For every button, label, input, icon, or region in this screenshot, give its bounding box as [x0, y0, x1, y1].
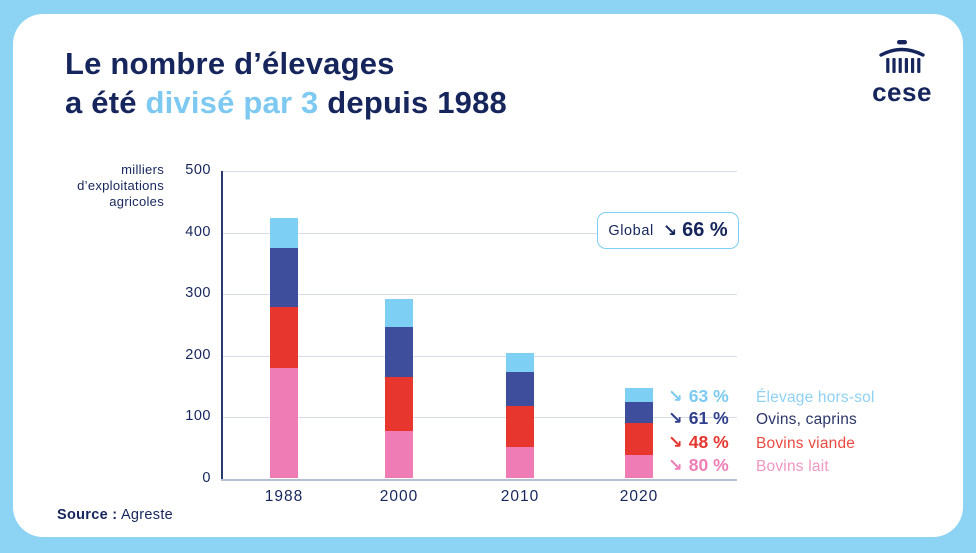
cese-palais-icon [879, 40, 925, 73]
x-tick-label-2020: 2020 [619, 488, 659, 505]
segment-bovins-lait-1988 [270, 368, 298, 478]
global-badge: Global ↘ 66 % [597, 212, 739, 249]
segment-bovins-lait-2010 [506, 447, 534, 478]
legend-row--levage-hors-sol: ↘ 63 % Élevage hors-sol [668, 386, 875, 407]
legend-row-bovins-lait: ↘ 80 % Bovins lait [668, 455, 829, 476]
legend-label: Bovins lait [756, 458, 829, 475]
title-line2-prefix: a été [65, 85, 146, 120]
y-tick-label-300: 300 [185, 285, 211, 302]
y-unit-line1: milliers [121, 162, 164, 177]
y-tick-label-500: 500 [185, 162, 211, 178]
segment-bovins-viande-2010 [506, 405, 534, 448]
title-line1: Le nombre d’élevages [65, 44, 507, 83]
down-trend-arrow-icon: ↘ [668, 433, 689, 453]
legend-label: Bovins viande [756, 435, 856, 452]
source-label: Source : [57, 507, 118, 523]
segment-ovins-caprins-2000 [385, 326, 413, 378]
down-trend-arrow-icon: ↘ [668, 456, 689, 476]
gridline-400 [221, 232, 737, 234]
bar-2020 [625, 388, 653, 478]
segment-ovins-caprins-1988 [270, 248, 298, 307]
legend-label: Élevage hors-sol [756, 389, 875, 406]
legend-label: Ovins, caprins [756, 411, 857, 428]
y-tick-label-400: 400 [185, 223, 211, 240]
y-unit-line2: d’exploitations [77, 178, 164, 193]
y-axis-line [221, 171, 223, 480]
y-unit-line3: agricoles [109, 194, 164, 209]
legend-row-ovins-caprins: ↘ 61 % Ovins, caprins [668, 408, 857, 429]
source-note: Source : Agreste [57, 507, 173, 523]
segment-bovins-lait-2000 [385, 430, 413, 478]
segment-bovins-lait-2020 [625, 455, 653, 478]
x-tick-label-2010: 2010 [500, 488, 540, 505]
global-badge-value: ↘ 66 % [663, 219, 728, 242]
global-badge-percent: 66 % [682, 219, 728, 241]
legend-percent: ↘ 61 % [668, 408, 729, 429]
segment--levage-hors-sol-2010 [506, 352, 534, 373]
down-trend-arrow-icon: ↘ [668, 387, 689, 407]
y-axis-unit-label: milliers d’exploitations agricoles [58, 162, 164, 210]
segment-ovins-caprins-2010 [506, 372, 534, 406]
bar-2010 [506, 352, 534, 478]
gridline-300 [221, 294, 737, 296]
bar-2000 [385, 299, 413, 478]
legend-percent: ↘ 48 % [668, 432, 729, 453]
gridline-500 [221, 171, 737, 172]
segment-bovins-viande-2020 [625, 423, 653, 456]
source-value: Agreste [120, 507, 174, 523]
legend-row-bovins-viande: ↘ 48 % Bovins viande [668, 432, 855, 453]
y-tick-label-200: 200 [185, 346, 211, 363]
segment-bovins-viande-2000 [385, 377, 413, 431]
global-badge-label: Global [608, 222, 654, 239]
bar-1988 [270, 217, 298, 478]
gridline-200 [221, 355, 737, 357]
chart-plot-area: Global ↘ 66 % 0 100 200 300 400 500 1988 2000 20… [185, 162, 874, 505]
x-axis-line [221, 479, 737, 481]
y-tick-label-0: 0 [202, 470, 211, 486]
title-line1-text: Le nombre d’élevages [65, 46, 395, 81]
page-title: Le nombre d’élevages a été divisé par 3 … [65, 44, 507, 122]
cese-logo: cese [871, 40, 933, 107]
title-line2-suffix: depuis 1988 [318, 85, 507, 120]
y-tick-label-100: 100 [185, 408, 211, 425]
segment--levage-hors-sol-2000 [385, 299, 413, 327]
segment-bovins-viande-1988 [270, 306, 298, 369]
down-trend-arrow-icon: ↘ [668, 409, 689, 429]
cese-logo-text: cese [872, 77, 932, 107]
gridline-100 [221, 417, 737, 419]
segment-ovins-caprins-2020 [625, 401, 653, 424]
segment--levage-hors-sol-1988 [270, 217, 298, 249]
x-tick-label-1988: 1988 [264, 488, 304, 505]
legend-percent: ↘ 63 % [668, 386, 729, 407]
down-trend-arrow-icon: ↘ [662, 220, 678, 241]
legend-percent: ↘ 80 % [668, 455, 729, 476]
segment--levage-hors-sol-2020 [625, 388, 653, 402]
x-tick-label-2000: 2000 [379, 488, 419, 505]
content-card [13, 14, 963, 537]
title-line2: a été divisé par 3 depuis 1988 [65, 83, 507, 122]
title-line2-accent: divisé par 3 [145, 85, 319, 120]
